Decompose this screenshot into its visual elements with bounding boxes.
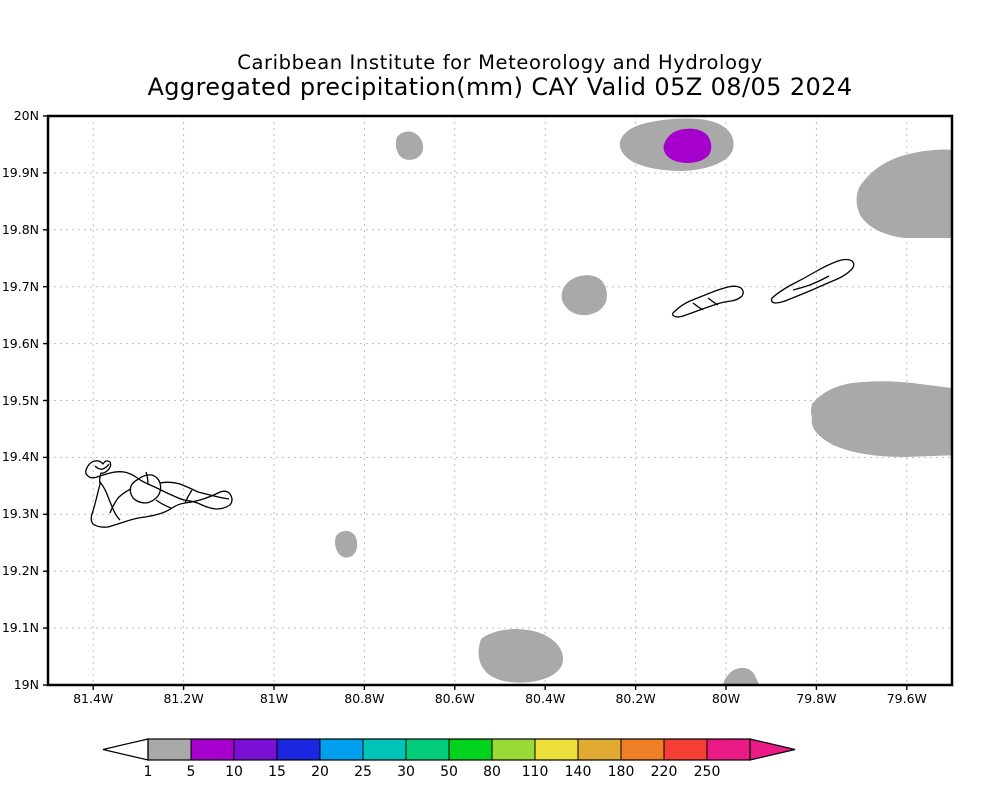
colorbar-swatch[interactable] [448, 738, 493, 761]
colorbar-swatch[interactable] [491, 738, 536, 761]
precip-blob-south [478, 629, 563, 683]
colorbar-swatch[interactable] [405, 738, 450, 761]
y-tick-label: 19.6N [1, 335, 39, 351]
island-little-cayman [671, 285, 744, 318]
island-district-line-5 [145, 471, 149, 486]
y-tick-label: 19.7N [1, 278, 39, 294]
island-little-cayman-detail [692, 302, 704, 311]
colorbar-tick-label: 20 [311, 764, 329, 780]
precip-blob-south-small [723, 667, 759, 684]
colorbar-swatch[interactable] [663, 738, 708, 761]
island-little-cayman-detail-2 [707, 297, 719, 306]
colorbar-under-arrow [102, 738, 149, 761]
island-district-line-2 [197, 491, 230, 500]
x-tick-label: 81.4W [73, 691, 114, 706]
precip-blob-northeast [856, 149, 952, 238]
colorbar-over-arrow [749, 738, 796, 761]
colorbar-swatch[interactable] [534, 738, 579, 761]
precip-blob-north-small [395, 131, 424, 160]
island-cayman-brac [770, 258, 855, 304]
colorbar-frame [147, 738, 751, 761]
colorbar-tick-label: 50 [440, 764, 458, 780]
precip-blob-small-sw [335, 530, 358, 558]
gridlines [48, 116, 952, 685]
x-tick-label: 79.6W [886, 691, 927, 706]
island-cayman-brac-detail [792, 275, 830, 291]
colorbar-tick-label: 110 [521, 764, 549, 780]
colorbar-tick-label: 1 [143, 764, 153, 780]
y-tick-label: 19.8N [1, 221, 39, 237]
colorbar-swatch[interactable] [276, 738, 321, 761]
y-tick-label: 19.3N [1, 506, 39, 522]
x-tick-label: 80W [711, 691, 741, 706]
colorbar-swatch[interactable] [706, 738, 751, 761]
x-tick-label: 80.2W [615, 691, 656, 706]
precip-blob-east [811, 381, 952, 457]
island-district-line-6 [184, 489, 193, 504]
y-tick-label: 19.4N [1, 449, 39, 465]
colorbar[interactable] [102, 738, 796, 761]
colorbar-tick-label: 30 [397, 764, 415, 780]
precip-core-magenta [663, 128, 712, 163]
colorbar-tick-label: 140 [564, 764, 592, 780]
x-tick-label: 79.8W [796, 691, 837, 706]
island-grand-cayman-detail-1 [94, 463, 110, 470]
colorbar-swatch[interactable] [190, 738, 235, 761]
colorbar-tick-label: 15 [268, 764, 286, 780]
axis-ticks [43, 115, 908, 690]
colorbar-tick-label: 5 [186, 764, 196, 780]
y-tick-label: 19N [13, 677, 39, 692]
x-tick-label: 81.2W [163, 691, 204, 706]
colorbar-swatch[interactable] [362, 738, 407, 761]
colorbar-swatch[interactable] [577, 738, 622, 761]
x-tick-label: 80.4W [525, 691, 566, 706]
y-tick-label: 19.2N [1, 563, 39, 579]
island-grand-cayman-north-sound [129, 474, 162, 504]
colorbar-tick-label: 80 [483, 764, 501, 780]
precip-blob-central [561, 275, 607, 316]
y-tick-label: 19.1N [1, 620, 39, 636]
island-grand-cayman-detail-2 [99, 481, 121, 521]
island-coastlines [85, 258, 855, 528]
y-tick-label: 19.9N [1, 164, 39, 180]
colorbar-tick-label: 25 [354, 764, 372, 780]
y-tick-label: 19.5N [1, 392, 39, 408]
colorbar-tick-label: 250 [693, 764, 721, 780]
x-tick-label: 80.8W [344, 691, 385, 706]
precipitation-shading [335, 118, 952, 684]
colorbar-tick-label: 220 [650, 764, 678, 780]
colorbar-tick-label: 10 [225, 764, 243, 780]
colorbar-swatch[interactable] [233, 738, 278, 761]
y-tick-label: 20N [13, 108, 39, 123]
colorbar-swatch[interactable] [319, 738, 364, 761]
x-tick-label: 81W [259, 691, 289, 706]
island-district-line-1 [159, 481, 199, 493]
island-district-line-3 [155, 499, 172, 509]
colorbar-tick-label: 180 [607, 764, 635, 780]
colorbar-swatch[interactable] [147, 738, 192, 761]
island-grand-cayman [85, 460, 233, 528]
island-district-line-4 [109, 488, 132, 514]
colorbar-swatch[interactable] [620, 738, 665, 761]
x-tick-label: 80.6W [434, 691, 475, 706]
